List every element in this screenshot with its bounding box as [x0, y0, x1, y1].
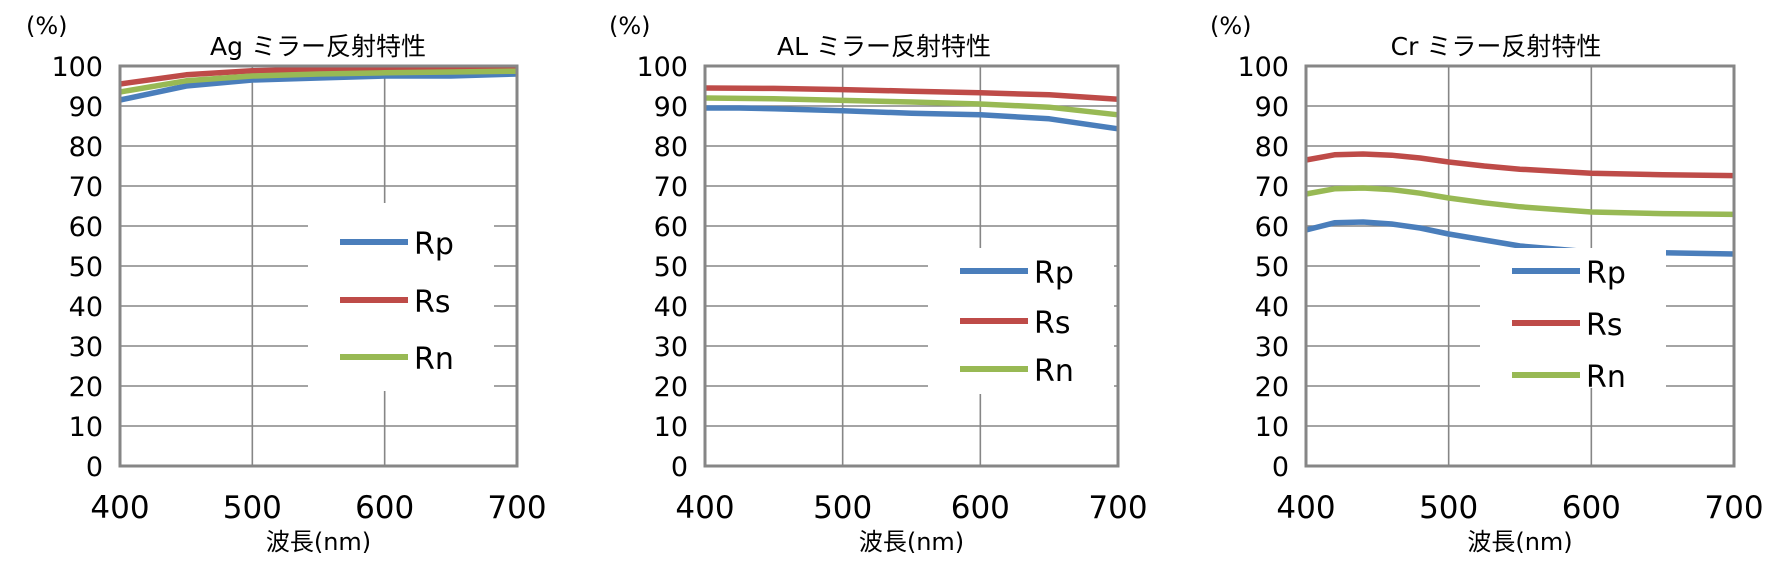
- y-tick-label: 90: [1255, 92, 1289, 123]
- chart-title: Cr ミラー反射特性: [1391, 32, 1602, 61]
- plot-frame: [1304, 64, 1736, 468]
- plot-frame: [118, 64, 519, 468]
- series-line-rn: [1305, 185, 1735, 218]
- x-tick-label: 500: [223, 490, 282, 526]
- series-line-rn: [704, 95, 1119, 118]
- y-tick-label: 70: [654, 172, 688, 203]
- legend-label-rp: Rp: [1034, 256, 1074, 291]
- y-tick-label: 0: [86, 452, 103, 483]
- y-tick-label: 30: [1255, 332, 1289, 363]
- plot-frame: [703, 64, 1120, 468]
- y-axis-unit: (%): [26, 12, 68, 40]
- y-tick-label: 40: [654, 292, 688, 323]
- legend-label-rp: Rp: [414, 227, 454, 262]
- chart-panel-1: Rp Rs Rn 0 10 20 30 40 50 60 70 80 90 100 400 500 600 700…: [26, 12, 547, 556]
- series-line-rp: [119, 71, 518, 103]
- y-tick-label: 100: [51, 52, 103, 83]
- legend-label-rn: Rn: [1586, 360, 1626, 395]
- y-tick-label: 70: [1255, 172, 1289, 203]
- x-tick-label: 500: [813, 490, 872, 526]
- x-tick-label: 400: [90, 490, 149, 526]
- legend-label-rs: Rs: [1034, 306, 1070, 341]
- series-line-rp: [705, 105, 1119, 132]
- x-axis-label: 波長(nm): [1467, 528, 1572, 556]
- y-tick-label: 20: [1255, 372, 1289, 403]
- legend-label-rs: Rs: [414, 285, 450, 320]
- series-line-rs: [119, 65, 518, 87]
- y-tick-label: 90: [69, 92, 103, 123]
- chart-title: Ag ミラー反射特性: [210, 32, 426, 61]
- y-tick-label: 60: [1255, 212, 1289, 243]
- y-tick-label: 90: [654, 92, 688, 123]
- y-tick-label: 30: [69, 332, 103, 363]
- chart-title: AL ミラー反射特性: [777, 32, 991, 61]
- x-axis-label: 波長(nm): [266, 528, 371, 556]
- y-tick-label: 40: [1255, 292, 1289, 323]
- y-tick-label: 10: [69, 412, 103, 443]
- x-tick-label: 700: [487, 490, 546, 526]
- legend-label-rs: Rs: [1586, 308, 1622, 343]
- y-tick-label: 50: [69, 252, 103, 283]
- y-tick-label: 0: [1272, 452, 1289, 483]
- legend-label-rn: Rn: [414, 342, 454, 377]
- y-tick-label: 0: [671, 452, 688, 483]
- x-tick-label: 400: [675, 490, 734, 526]
- legend-label-rn: Rn: [1034, 354, 1074, 389]
- series-line-rs: [1305, 151, 1735, 179]
- y-tick-label: 70: [69, 172, 103, 203]
- x-tick-label: 700: [1704, 490, 1763, 526]
- y-tick-label: 40: [69, 292, 103, 323]
- y-tick-label: 60: [654, 212, 688, 243]
- y-tick-label: 60: [69, 212, 103, 243]
- series-line-rs: [704, 85, 1119, 102]
- x-tick-label: 600: [355, 490, 414, 526]
- y-tick-label: 50: [1255, 252, 1289, 283]
- series-line-rn: [119, 68, 518, 95]
- x-tick-label: 500: [1419, 490, 1478, 526]
- y-tick-label: 20: [69, 372, 103, 403]
- y-tick-label: 100: [1237, 52, 1289, 83]
- legend-label-rp: Rp: [1586, 256, 1626, 291]
- x-tick-label: 600: [1562, 490, 1621, 526]
- y-tick-label: 100: [636, 52, 688, 83]
- y-tick-label: 10: [654, 412, 688, 443]
- y-tick-label: 80: [1255, 132, 1289, 163]
- y-tick-label: 80: [69, 132, 103, 163]
- y-axis-unit: (%): [1210, 12, 1252, 40]
- y-tick-label: 30: [654, 332, 688, 363]
- x-tick-label: 700: [1088, 490, 1147, 526]
- y-tick-label: 80: [654, 132, 688, 163]
- y-tick-label: 20: [654, 372, 688, 403]
- y-tick-label: 50: [654, 252, 688, 283]
- x-tick-label: 600: [951, 490, 1010, 526]
- y-axis-unit: (%): [609, 12, 651, 40]
- y-tick-label: 10: [1255, 412, 1289, 443]
- chart-panel-3: Rp Rs Rn 0 10 20 30 40 50 60 70 80 90 100 400 500 600 700…: [1210, 12, 1764, 556]
- x-tick-label: 400: [1276, 490, 1335, 526]
- x-axis-label: 波長(nm): [859, 528, 964, 556]
- chart-panel-2: Rp Rs Rn 0 10 20 30 40 50 60 70 80 90 100 400 500 600 700…: [609, 12, 1148, 556]
